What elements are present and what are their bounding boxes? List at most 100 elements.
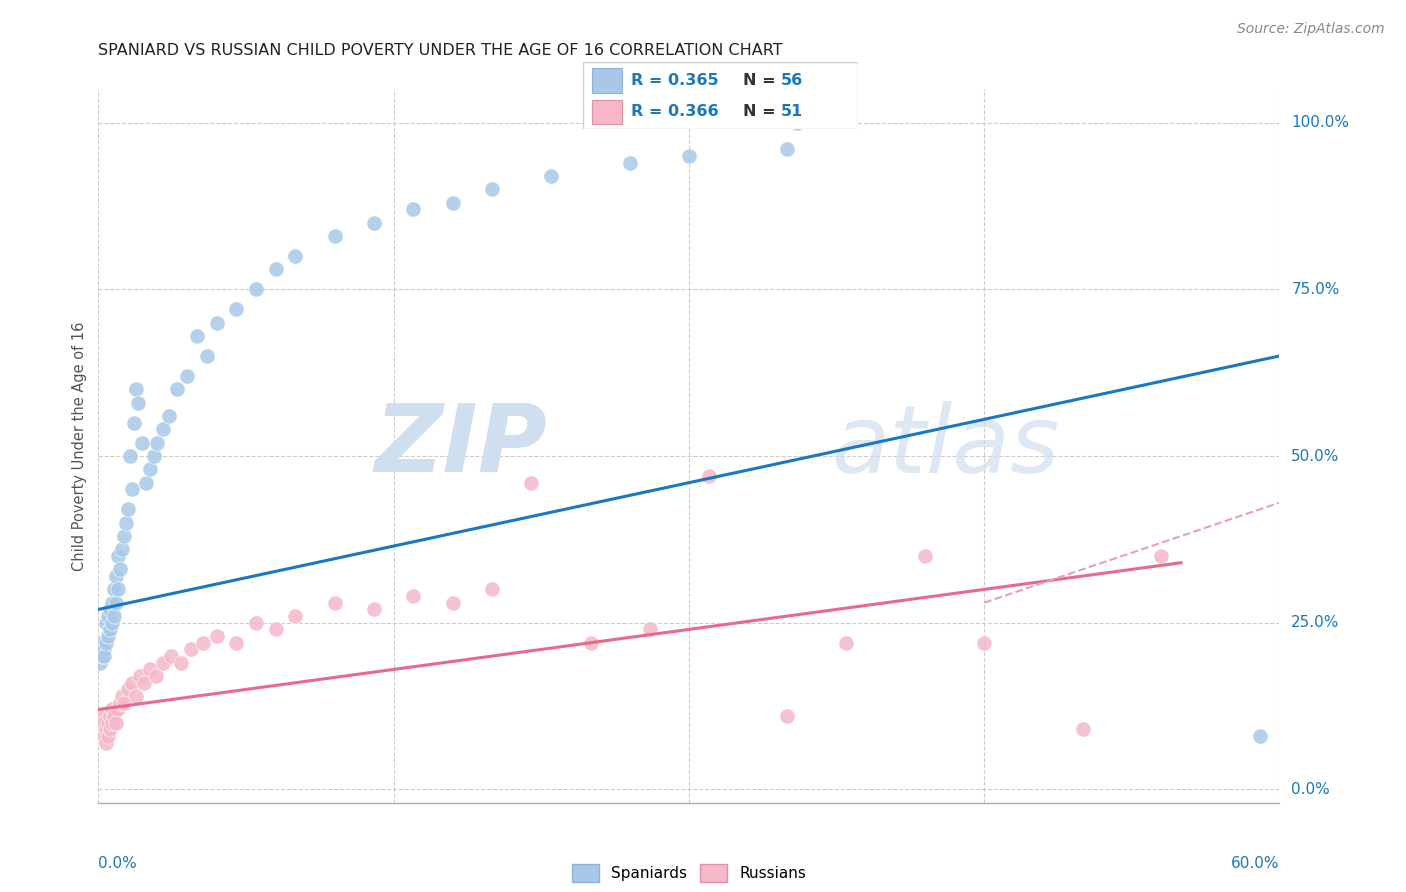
Legend: Spaniards, Russians: Spaniards, Russians <box>565 858 813 888</box>
Point <box>128 669 150 683</box>
Point <box>441 195 464 210</box>
Y-axis label: Child Poverty Under the Age of 16: Child Poverty Under the Age of 16 <box>72 321 87 571</box>
Point <box>98 723 121 737</box>
Point <box>97 609 120 624</box>
Point <box>135 475 157 490</box>
Point <box>125 382 148 396</box>
Point <box>1150 549 1173 563</box>
Point <box>122 416 145 430</box>
Point <box>118 449 141 463</box>
Point <box>98 623 121 637</box>
Point <box>176 368 198 383</box>
Point <box>284 249 307 263</box>
Point <box>91 649 114 664</box>
Point <box>205 316 228 330</box>
Point <box>170 656 193 670</box>
Point <box>191 636 214 650</box>
Point <box>103 709 125 723</box>
Point <box>96 723 118 737</box>
Text: 0.0%: 0.0% <box>1291 782 1330 797</box>
Point <box>225 636 247 650</box>
Point <box>103 582 125 597</box>
Point <box>481 582 503 597</box>
Point <box>93 715 115 730</box>
Point <box>101 596 124 610</box>
Point <box>678 149 700 163</box>
FancyBboxPatch shape <box>592 69 621 93</box>
Point <box>402 589 425 603</box>
Point <box>697 469 720 483</box>
Point <box>1249 729 1271 743</box>
Point <box>108 696 131 710</box>
Text: Source: ZipAtlas.com: Source: ZipAtlas.com <box>1237 22 1385 37</box>
Point <box>91 636 114 650</box>
Point <box>323 596 346 610</box>
Point <box>107 702 129 716</box>
Point <box>146 435 169 450</box>
Point <box>166 382 188 396</box>
Point <box>112 696 135 710</box>
Point <box>117 682 139 697</box>
Point <box>914 549 936 563</box>
Point <box>107 549 129 563</box>
Point <box>105 596 128 610</box>
Point <box>776 142 799 156</box>
Point <box>152 656 174 670</box>
FancyBboxPatch shape <box>592 100 621 124</box>
Point <box>105 569 128 583</box>
Text: R = 0.366: R = 0.366 <box>631 104 718 120</box>
Point <box>1071 723 1094 737</box>
Point <box>145 669 167 683</box>
Point <box>101 702 124 716</box>
Point <box>132 675 155 690</box>
Point <box>112 529 135 543</box>
Point <box>284 609 307 624</box>
Point <box>101 715 124 730</box>
Point <box>323 228 346 243</box>
Text: N =: N = <box>742 104 775 120</box>
Point <box>520 475 543 490</box>
Point <box>107 582 129 597</box>
Point <box>111 542 134 557</box>
Point <box>786 115 808 129</box>
Point <box>96 636 118 650</box>
Point <box>125 689 148 703</box>
Point <box>121 675 143 690</box>
Point <box>93 642 115 657</box>
Point <box>103 609 125 624</box>
Point <box>97 715 120 730</box>
Point <box>93 649 115 664</box>
Point <box>264 623 287 637</box>
Text: N =: N = <box>742 73 775 88</box>
Text: 56: 56 <box>780 73 803 88</box>
Point <box>91 709 114 723</box>
Text: 50.0%: 50.0% <box>1291 449 1340 464</box>
Point <box>97 629 120 643</box>
Text: atlas: atlas <box>831 401 1059 491</box>
Text: 100.0%: 100.0% <box>1291 115 1350 130</box>
Point <box>142 449 165 463</box>
Point <box>115 516 138 530</box>
Text: 75.0%: 75.0% <box>1291 282 1340 297</box>
Point <box>96 736 118 750</box>
Text: 25.0%: 25.0% <box>1291 615 1340 631</box>
Point <box>117 502 139 516</box>
Point <box>91 723 114 737</box>
Point <box>101 615 124 630</box>
Point <box>402 202 425 217</box>
Text: 60.0%: 60.0% <box>1232 856 1279 871</box>
Point <box>138 462 160 476</box>
Point <box>97 729 120 743</box>
Point <box>245 615 267 630</box>
Text: 51: 51 <box>780 104 803 120</box>
Point <box>127 395 149 409</box>
Point <box>138 662 160 676</box>
Point <box>225 302 247 317</box>
Point <box>98 602 121 616</box>
Point <box>105 715 128 730</box>
Point <box>579 636 602 650</box>
Point <box>973 636 995 650</box>
Point <box>186 329 208 343</box>
Point <box>441 596 464 610</box>
Point <box>121 483 143 497</box>
